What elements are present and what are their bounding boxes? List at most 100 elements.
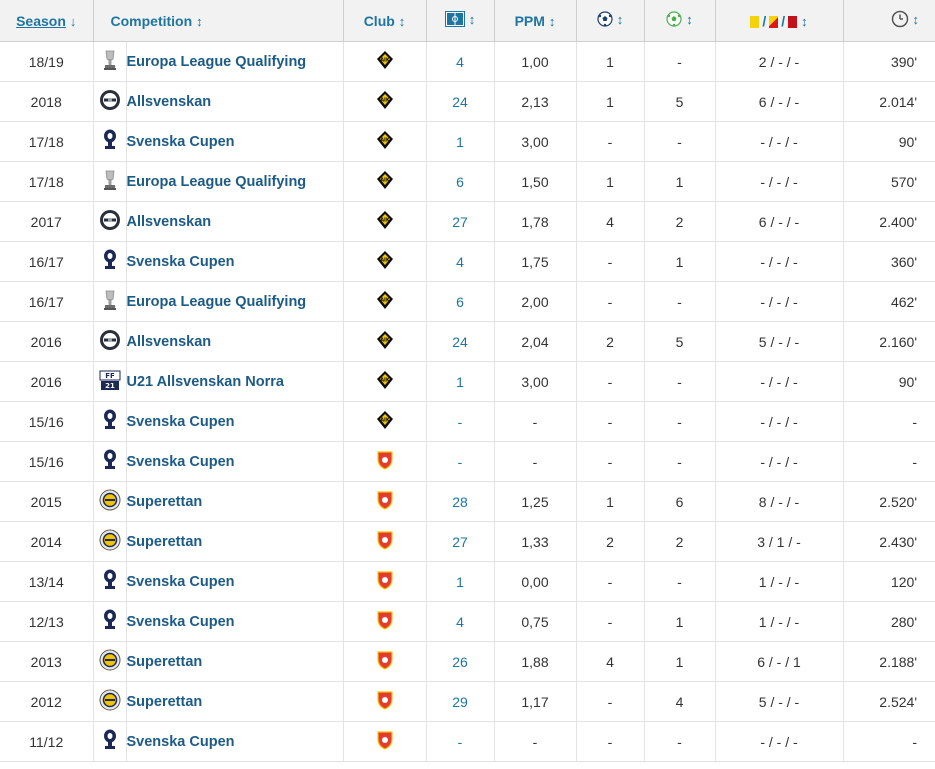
competition-logo-cell[interactable] [93,201,127,242]
club-cell[interactable] [343,681,427,722]
competition-link[interactable]: Svenska Cupen [126,254,235,270]
sort-desc-icon[interactable]: ↓ [69,13,77,29]
europa-league-icon[interactable] [101,49,119,74]
superettan-icon[interactable] [99,529,121,554]
svenska-cupen-icon[interactable] [102,729,118,754]
club-cell[interactable]: AIK [343,321,427,362]
ppm-header[interactable]: PPM ↕ [494,0,577,42]
aik-crest-icon[interactable]: AIK [376,250,394,273]
competition-link[interactable]: Svenska Cupen [126,134,235,150]
red-shield-crest-icon[interactable] [376,450,394,473]
sort-icon[interactable]: ↕ [912,12,920,28]
competition-header-label[interactable]: Competition [110,12,193,29]
competition-link[interactable]: Svenska Cupen [126,414,235,430]
sort-icon[interactable]: ↕ [398,13,406,29]
appearances-cell[interactable]: - [426,401,495,442]
competition-logo-cell[interactable] [93,41,127,82]
red-shield-crest-icon[interactable] [376,650,394,673]
competition-logo-cell[interactable]: FF 21 [93,361,127,402]
competition-logo-cell[interactable] [93,561,127,602]
ppm-header-label[interactable]: PPM [514,12,545,29]
competition-link[interactable]: Europa League Qualifying [126,54,307,70]
allsvenskan-icon[interactable] [99,209,121,234]
assists-header[interactable]: ↕ [644,0,716,42]
competition-logo-cell[interactable] [93,641,127,682]
aik-crest-icon[interactable]: AIK [376,90,394,113]
competition-logo-cell[interactable] [93,681,127,722]
appearances-cell[interactable]: 27 [426,521,495,562]
sort-icon[interactable]: ↕ [196,13,203,29]
competition-logo-cell[interactable] [93,321,127,362]
club-cell[interactable]: AIK [343,41,427,82]
aik-crest-icon[interactable]: AIK [376,370,394,393]
svenska-cupen-icon[interactable] [102,249,118,274]
season-header-label[interactable]: Season [16,12,66,29]
sort-icon[interactable]: ↕ [616,12,624,28]
competition-link[interactable]: Allsvenskan [126,214,212,230]
goals-header[interactable]: ↕ [576,0,645,42]
competition-logo-cell[interactable] [93,441,127,482]
svenska-cupen-icon[interactable] [102,409,118,434]
season-header[interactable]: Season ↓ [0,0,94,42]
sort-icon[interactable]: ↕ [801,13,808,29]
competition-logo-cell[interactable] [93,521,127,562]
minutes-header[interactable]: ↕ [843,0,935,42]
club-cell[interactable] [343,521,427,562]
club-cell[interactable]: AIK [343,361,427,402]
competition-link[interactable]: Superettan [126,694,203,710]
club-header[interactable]: Club ↕ [343,0,427,42]
club-cell[interactable]: AIK [343,201,427,242]
cards-header[interactable]: / / ↕ [715,0,844,42]
competition-logo-cell[interactable] [93,121,127,162]
appearances-cell[interactable]: 1 [426,361,495,402]
superettan-icon[interactable] [99,689,121,714]
allsvenskan-icon[interactable] [99,329,121,354]
sort-icon[interactable]: ↕ [548,13,556,29]
allsvenskan-icon[interactable] [99,89,121,114]
competition-link[interactable]: Svenska Cupen [126,574,235,590]
aik-crest-icon[interactable]: AIK [376,130,394,153]
appearances-cell[interactable]: 6 [426,161,495,202]
sort-icon[interactable]: ↕ [468,12,476,28]
appearances-cell[interactable]: 27 [426,201,495,242]
sort-icon[interactable]: ↕ [686,12,693,28]
club-cell[interactable]: AIK [343,241,427,282]
aik-crest-icon[interactable]: AIK [376,50,394,73]
club-cell[interactable]: AIK [343,161,427,202]
europa-league-icon[interactable] [101,289,119,314]
svenska-cupen-icon[interactable] [102,129,118,154]
club-cell[interactable]: AIK [343,81,427,122]
red-shield-crest-icon[interactable] [376,570,394,593]
competition-logo-cell[interactable] [93,81,127,122]
competition-logo-cell[interactable] [93,161,127,202]
aik-crest-icon[interactable]: AIK [376,410,394,433]
competition-link[interactable]: Svenska Cupen [126,454,235,470]
competition-logo-cell[interactable] [93,401,127,442]
svenska-cupen-icon[interactable] [102,609,118,634]
appearances-cell[interactable]: 1 [426,121,495,162]
red-shield-crest-icon[interactable] [376,690,394,713]
superettan-icon[interactable] [99,649,121,674]
appearances-cell[interactable]: 28 [426,481,495,522]
appearances-cell[interactable]: 24 [426,321,495,362]
aik-crest-icon[interactable]: AIK [376,210,394,233]
red-shield-crest-icon[interactable] [376,730,394,753]
club-header-label[interactable]: Club [363,12,395,29]
competition-link[interactable]: Svenska Cupen [126,614,235,630]
club-cell[interactable] [343,481,427,522]
red-shield-crest-icon[interactable] [376,490,394,513]
competition-link[interactable]: Europa League Qualifying [126,174,307,190]
red-shield-crest-icon[interactable] [376,530,394,553]
competition-link[interactable]: Europa League Qualifying [126,294,307,310]
club-cell[interactable] [343,641,427,682]
competition-logo-cell[interactable] [93,481,127,522]
competition-link[interactable]: Superettan [126,654,203,670]
appearances-cell[interactable]: - [426,441,495,482]
competition-logo-cell[interactable] [93,241,127,282]
svenska-cupen-icon[interactable] [102,449,118,474]
competition-logo-cell[interactable] [93,281,127,322]
europa-league-icon[interactable] [101,169,119,194]
club-cell[interactable] [343,601,427,642]
competition-link[interactable]: Allsvenskan [126,334,212,350]
u21-allsvenskan-icon[interactable]: FF 21 [99,369,121,394]
